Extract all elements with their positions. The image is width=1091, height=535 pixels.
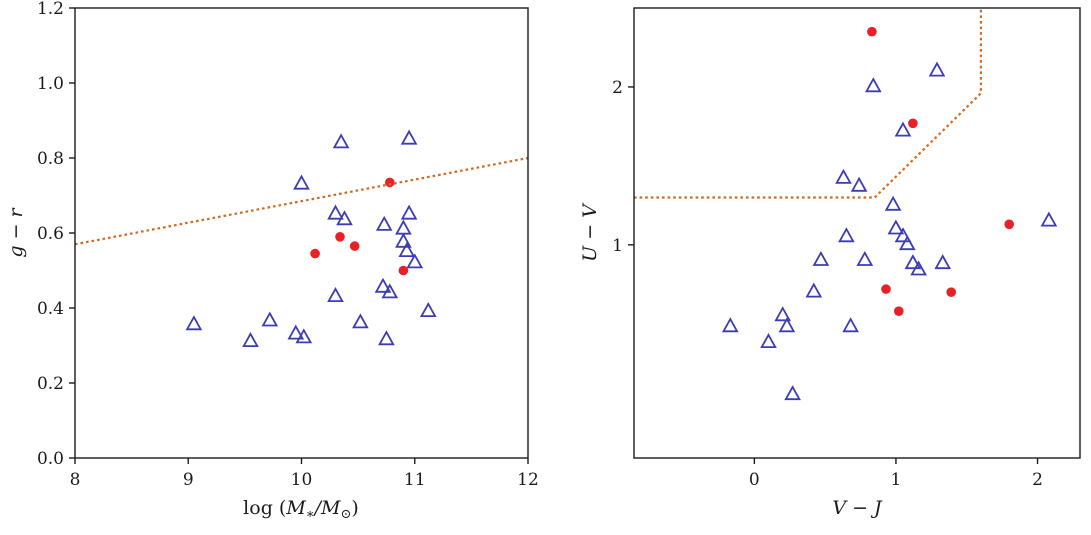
triangle-marker xyxy=(934,254,952,270)
triangle-marker xyxy=(784,385,801,401)
triangle-marker xyxy=(395,232,412,248)
series-open-triangles xyxy=(185,129,437,347)
triangle-marker xyxy=(381,283,399,299)
circle-marker xyxy=(398,265,409,276)
triangle-marker xyxy=(419,302,437,317)
triangle-marker xyxy=(400,129,418,145)
triangle-marker xyxy=(904,254,922,270)
y-tick-label: 0.2 xyxy=(37,374,64,394)
series-uvj-selection-line xyxy=(634,8,983,199)
x-tick-label: 12 xyxy=(517,470,539,490)
series-filled-circles xyxy=(867,26,1014,317)
dashed-boundary-path xyxy=(74,156,529,246)
circle-marker xyxy=(385,177,395,188)
circle-marker xyxy=(335,232,345,242)
x-tick-label: 8 xyxy=(70,470,81,490)
triangle-marker xyxy=(374,277,392,293)
series-open-triangles xyxy=(721,61,1058,401)
left-x-axis-label: log (M∗/M⊙) xyxy=(243,497,359,522)
y-tick-label: 0.8 xyxy=(37,149,64,169)
panel-left: 8 9 10 11 12 0.0 0.2 0.4 0.6 0.8 1.0 1.2 xyxy=(37,0,539,490)
triangle-marker xyxy=(721,317,739,333)
y-tick-label: 2 xyxy=(612,78,623,98)
circle-marker xyxy=(349,241,360,251)
circle-marker xyxy=(946,287,956,298)
series-filled-circles xyxy=(310,177,409,276)
triangle-marker xyxy=(842,317,859,333)
circle-marker xyxy=(867,26,877,37)
triangle-marker xyxy=(242,332,259,347)
triangle-marker xyxy=(1040,211,1058,227)
triangle-marker xyxy=(400,204,418,220)
triangle-marker xyxy=(760,333,777,348)
circle-marker xyxy=(908,118,918,129)
triangle-marker xyxy=(898,235,916,251)
left-y-axis-label: g − r xyxy=(5,206,27,257)
circle-marker xyxy=(881,284,891,294)
circle-marker xyxy=(894,306,904,317)
triangle-marker xyxy=(406,253,424,269)
triangle-marker xyxy=(395,219,412,235)
triangle-marker xyxy=(375,215,393,231)
triangle-marker xyxy=(910,260,927,276)
triangle-marker xyxy=(293,174,310,190)
x-tick-label: 11 xyxy=(404,470,426,490)
triangle-marker xyxy=(805,282,823,298)
triangle-marker xyxy=(894,227,912,243)
triangle-marker xyxy=(928,61,946,77)
x-tick-label: 10 xyxy=(291,470,313,490)
triangle-marker xyxy=(894,121,912,137)
panel-right: 0 1 2 1 2 xyxy=(612,7,1081,490)
triangle-marker xyxy=(850,176,868,192)
x-tick-label: 0 xyxy=(749,470,760,490)
triangle-marker xyxy=(185,315,203,331)
axes-frame xyxy=(633,7,1081,459)
triangle-marker xyxy=(327,287,344,302)
triangle-marker xyxy=(838,227,855,243)
panels-layer: 8 9 10 11 120.00.20.40.60.81.01.20 1 212 xyxy=(37,0,1081,490)
axes-frame xyxy=(74,7,529,459)
triangle-marker xyxy=(287,324,305,340)
triangle-marker xyxy=(812,250,830,266)
y-tick-label: 1 xyxy=(612,236,623,256)
triangle-marker xyxy=(774,306,792,322)
x-tick-label: 1 xyxy=(891,470,902,490)
x-tick-label: 9 xyxy=(183,470,194,490)
triangle-marker xyxy=(332,133,350,149)
uvj-selection-line-path xyxy=(634,8,983,199)
triangle-marker xyxy=(887,219,905,235)
circle-marker xyxy=(310,248,320,259)
right-y-axis-label: U − V xyxy=(579,202,601,262)
triangle-marker xyxy=(864,77,882,93)
right-x-axis-label: V − J xyxy=(832,497,883,519)
circle-marker xyxy=(1004,219,1014,230)
y-tick-label: 0.4 xyxy=(37,299,64,319)
series-dashed-boundary xyxy=(74,156,529,246)
triangle-marker xyxy=(778,317,796,333)
x-tick-label: 2 xyxy=(1032,470,1043,490)
triangle-marker xyxy=(835,168,852,184)
triangle-marker xyxy=(336,210,353,226)
triangle-marker xyxy=(398,242,416,257)
triangle-marker xyxy=(378,330,395,346)
y-tick-label: 0.0 xyxy=(37,449,64,469)
triangle-marker xyxy=(884,195,902,211)
triangle-marker xyxy=(352,313,369,329)
y-tick-label: 1.0 xyxy=(37,74,64,94)
y-tick-label: 0.6 xyxy=(37,224,64,244)
triangle-marker xyxy=(295,328,313,344)
y-tick-label: 1.2 xyxy=(37,0,64,19)
triangle-marker xyxy=(261,311,279,327)
triangle-marker xyxy=(327,204,344,220)
triangle-marker xyxy=(856,250,874,266)
